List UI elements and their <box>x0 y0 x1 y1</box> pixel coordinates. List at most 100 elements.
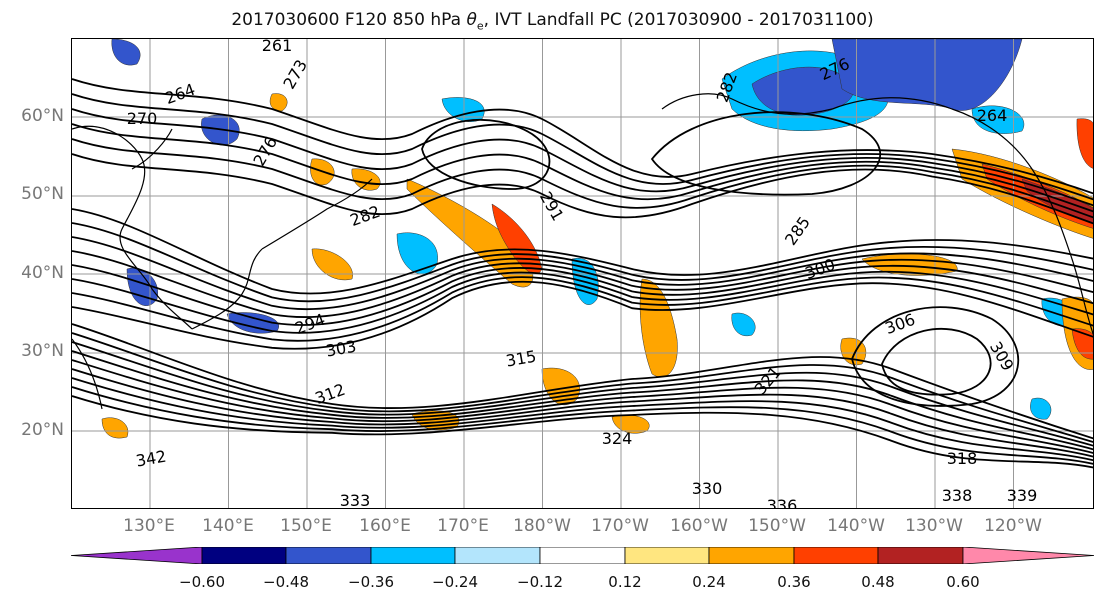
theta-e-contour <box>72 270 1093 334</box>
theta-e-contour <box>72 78 1093 195</box>
coastline <box>131 128 173 170</box>
theta-e-contour <box>72 123 1093 213</box>
lat-label-50n: 50°N <box>21 184 64 204</box>
shaded-region <box>1076 118 1093 169</box>
theta-e-contour <box>72 138 1093 219</box>
colorbar-tick-label: −0.24 <box>432 573 478 591</box>
colorbar-segment <box>201 547 287 564</box>
theta-e-contour <box>72 276 1093 342</box>
lon-label-170w: 170°W <box>591 516 649 536</box>
contour-label: 315 <box>504 347 537 371</box>
colorbar-tick-label: 0.12 <box>608 573 642 591</box>
contour-label: 321 <box>751 363 785 399</box>
contour-label: 342 <box>134 447 167 471</box>
coastline <box>261 178 373 250</box>
lon-label-150w: 150°W <box>748 516 806 536</box>
title-suffix: , IVT Landfall PC (2017030900 - 20170311… <box>483 10 874 30</box>
theta-e-contour <box>851 306 1020 407</box>
contour-label: 282 <box>348 202 383 230</box>
theta-e-contour <box>72 222 1093 303</box>
shaded-region <box>311 248 353 281</box>
contour-label: 312 <box>313 380 348 408</box>
contour-label: 261 <box>262 39 293 55</box>
contour-label: 303 <box>324 337 357 361</box>
contour-label: 294 <box>293 310 328 338</box>
shaded-region <box>1030 397 1052 420</box>
theta-e-contour <box>72 395 1093 469</box>
colorbar-segment <box>708 547 795 564</box>
theta-e-contour <box>72 250 1093 318</box>
theta-e-contour <box>72 323 1093 440</box>
theta-e-contour <box>72 236 1093 311</box>
lat-label-20n: 20°N <box>21 420 64 440</box>
theta-e-contour <box>881 327 992 396</box>
coastline <box>191 248 263 330</box>
contour-label: 264 <box>163 80 198 108</box>
contour-label: 318 <box>947 449 978 468</box>
colorbar <box>71 547 1094 564</box>
shaded-region <box>751 66 854 116</box>
shaded-region <box>971 105 1025 134</box>
lon-label-140e: 140°E <box>202 516 254 536</box>
coastline <box>72 125 193 330</box>
colorbar-tick-label: 0.24 <box>692 573 726 591</box>
theta-e-contour <box>72 350 1093 451</box>
colorbar-segment <box>793 547 879 564</box>
contour-label: 336 <box>767 496 798 509</box>
theta-e-contour <box>72 280 1093 350</box>
lon-label-160w: 160°W <box>670 516 728 536</box>
theta-e-contour <box>72 332 1093 443</box>
coastline <box>72 338 103 410</box>
map-panel[interactable]: 261 264 270 273 276 276 282 264 291 282 285 300 306 3… <box>71 38 1094 509</box>
shaded-region <box>396 232 438 275</box>
contour-label: 285 <box>781 213 814 249</box>
theta-e-contour <box>72 93 1093 201</box>
colorbar-tick-label: −0.60 <box>179 573 225 591</box>
theta-e-contour <box>650 111 882 196</box>
shaded-region <box>269 93 288 112</box>
lon-label-130e: 130°E <box>123 516 175 536</box>
contour-label: 264 <box>977 106 1008 125</box>
theta-e-contour <box>421 118 551 190</box>
colorbar-extend-low <box>71 547 203 564</box>
theta-e-contour <box>72 208 1093 295</box>
colorbar-tick-label: 0.36 <box>777 573 811 591</box>
title-theta: θ <box>466 10 477 30</box>
theta-e-contour <box>72 377 1093 462</box>
colorbar-segment <box>624 547 710 564</box>
lon-label-140w: 140°W <box>827 516 885 536</box>
coastline <box>661 93 1093 336</box>
colorbar-segment <box>370 547 456 564</box>
lat-label-60n: 60°N <box>21 106 64 126</box>
shaded-region <box>351 168 381 191</box>
lon-label-150e: 150°E <box>280 516 332 536</box>
theta-e-contour <box>72 359 1093 454</box>
contour-label: 338 <box>942 486 973 505</box>
shaded-region <box>101 417 129 439</box>
lon-label-170e: 170°E <box>437 516 489 536</box>
colorbar-tick-label: −0.36 <box>348 573 394 591</box>
colorbar-tick-label: 0.48 <box>861 573 895 591</box>
colorbar-segment <box>877 547 964 564</box>
lon-label-120w: 120°W <box>984 516 1042 536</box>
contour-label: 330 <box>692 479 723 498</box>
contour-label: 273 <box>279 56 311 92</box>
colorbar-segment <box>285 547 372 564</box>
title-subscript: e <box>476 19 484 33</box>
colorbar-tick-label: −0.48 <box>263 573 309 591</box>
shaded-region <box>1071 328 1093 360</box>
contour-label: 300 <box>803 255 838 283</box>
colorbar-extend-high <box>962 547 1094 564</box>
contour-label: 333 <box>340 491 371 509</box>
contour-label: 270 <box>127 109 158 128</box>
theta-e-contour <box>72 264 1093 326</box>
shaded-region <box>731 312 756 337</box>
shaded-region <box>111 39 141 66</box>
lon-label-180w: 180°W <box>513 516 571 536</box>
contour-label: 339 <box>1007 486 1038 505</box>
lon-label-160e: 160°E <box>359 516 411 536</box>
lat-label-30n: 30°N <box>21 341 64 361</box>
colorbar-segment <box>454 547 541 564</box>
colorbar-tick-label: −0.12 <box>517 573 563 591</box>
lat-label-40n: 40°N <box>21 263 64 283</box>
